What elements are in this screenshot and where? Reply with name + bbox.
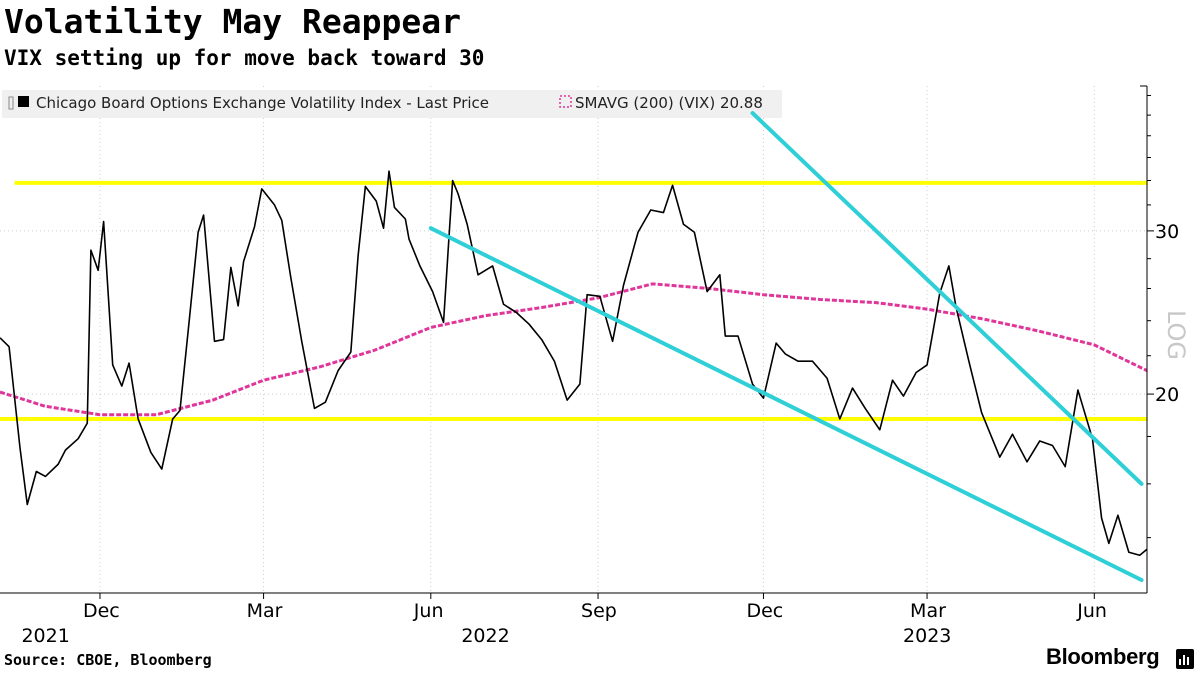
x-tick-label: Jun — [1076, 600, 1107, 622]
trend-line-2 — [750, 111, 1144, 486]
page-title: Volatility May Reappear — [4, 2, 461, 41]
page-subtitle: VIX setting up for move back toward 30 — [4, 46, 485, 70]
y-tick-label: 20 — [1155, 384, 1179, 406]
trend-line-1 — [428, 226, 1144, 583]
x-year-label: 2023 — [903, 625, 951, 647]
x-tick-label: Dec — [746, 600, 783, 622]
log-scale-label: LOG — [1162, 310, 1190, 360]
x-tick-label: Jun — [413, 600, 444, 622]
legend-handle-icon — [8, 96, 14, 110]
legend-swatch-sma — [559, 95, 572, 108]
x-tick-label: Sep — [581, 600, 617, 622]
bloomberg-logo: Bloomberg — [1046, 644, 1160, 669]
legend-box — [2, 90, 782, 118]
x-tick-label: Mar — [247, 600, 283, 622]
source-note: Source: CBOE, Bloomberg — [4, 651, 212, 669]
x-year-label: 2021 — [21, 625, 69, 647]
legend-label-price: Chicago Board Options Exchange Volatilit… — [36, 94, 489, 112]
bloomberg-bars-icon — [1176, 649, 1194, 669]
legend-label-sma: SMAVG (200) (VIX) 20.88 — [575, 94, 763, 112]
x-year-label: 2022 — [461, 625, 509, 647]
sma-200-line — [0, 282, 1148, 417]
y-tick-label: 30 — [1155, 221, 1179, 243]
x-tick-label: Mar — [910, 600, 946, 622]
legend-swatch-price — [18, 96, 29, 107]
x-tick-label: Dec — [83, 600, 120, 622]
vix-price-line — [0, 170, 1148, 557]
